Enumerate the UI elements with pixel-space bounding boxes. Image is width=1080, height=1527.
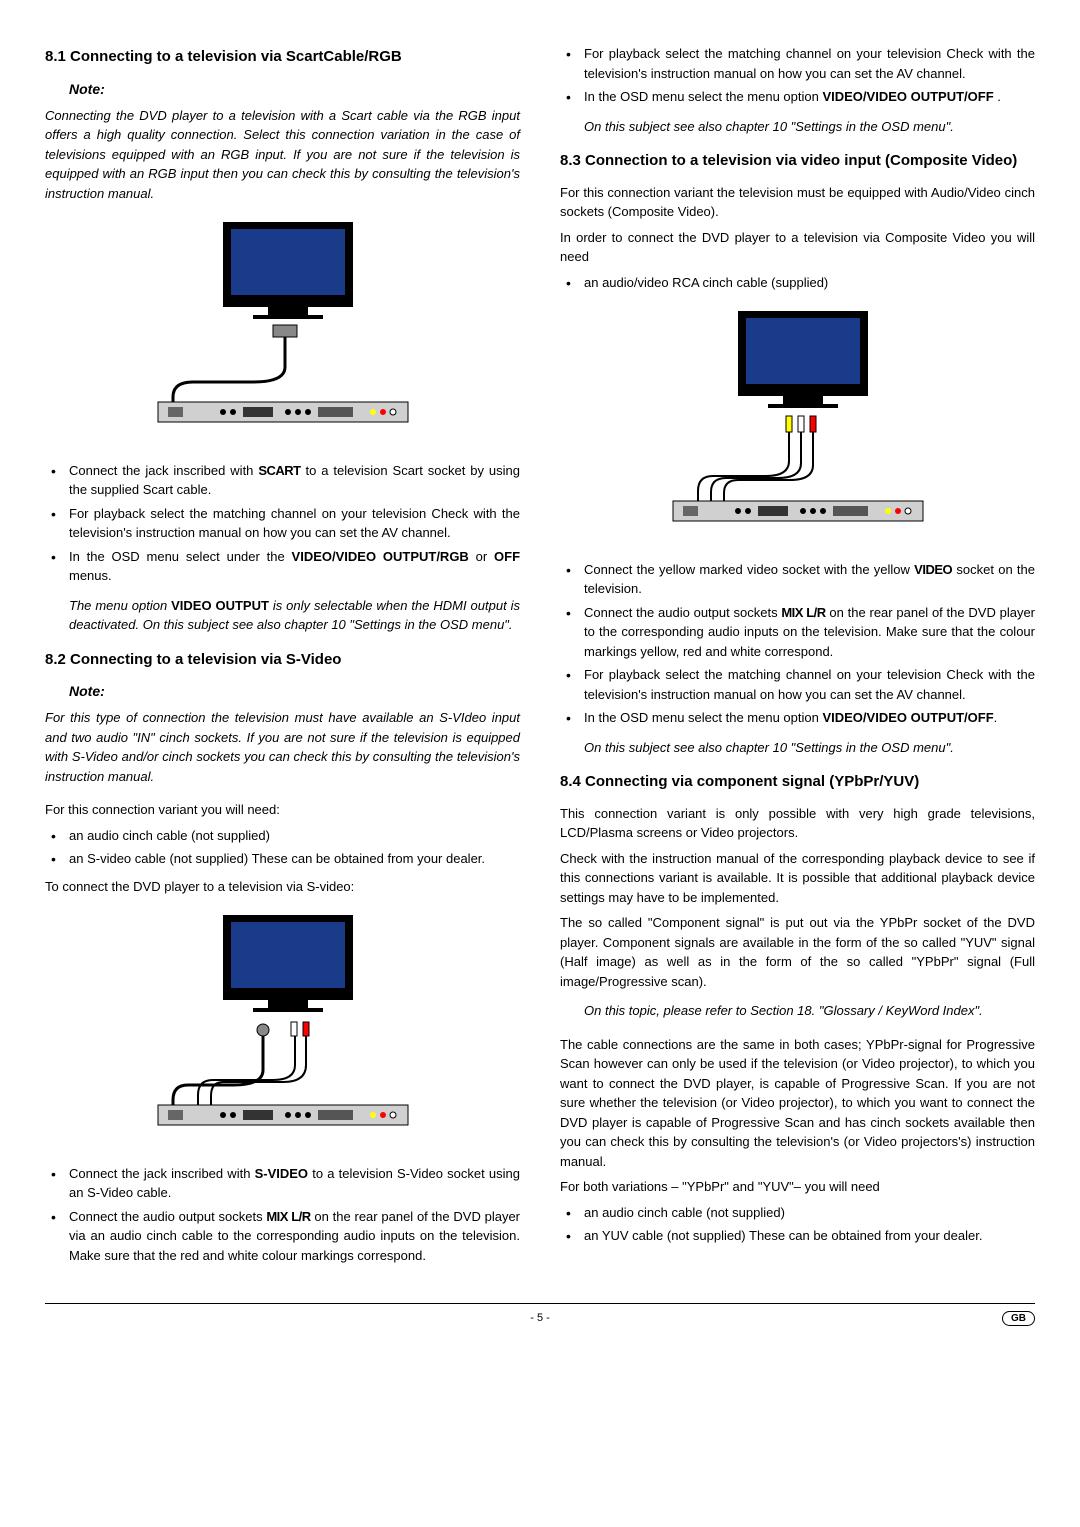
connect-intro-8-2: To connect the DVD player to a televisio… [45, 877, 520, 897]
list-item: For playback select the matching channel… [560, 44, 1035, 83]
list-item: In the OSD menu select the menu option V… [560, 87, 1035, 107]
para-8-4-3: The so called "Component signal" is put … [560, 913, 1035, 991]
list-item: Connect the yellow marked video socket w… [560, 560, 1035, 599]
gb-badge: GB [1002, 1311, 1035, 1326]
list-item: an audio/video RCA cinch cable (supplied… [560, 273, 1035, 293]
list-item: In the OSD menu select under the VIDEO/V… [45, 547, 520, 586]
heading-8-4: 8.4 Connecting via component signal (YPb… [560, 771, 1035, 794]
need-intro-8-2: For this connection variant you will nee… [45, 800, 520, 820]
note-video-output: The menu option VIDEO OUTPUT is only sel… [69, 596, 520, 635]
heading-8-1: 8.1 Connecting to a television via Scart… [45, 46, 520, 69]
list-item: Connect the audio output sockets MIX L/R… [45, 1207, 520, 1266]
note-text-8-2: For this type of connection the televisi… [45, 708, 520, 786]
note-text-8-1: Connecting the DVD player to a televisio… [45, 106, 520, 204]
note-8-3: On this subject see also chapter 10 "Set… [584, 738, 1035, 758]
list-item: Connect the jack inscribed with S-VIDEO … [45, 1164, 520, 1203]
page-number: - 5 - [530, 1310, 550, 1327]
diagram-composite [560, 306, 1035, 542]
note-top-right: On this subject see also chapter 10 "Set… [584, 117, 1035, 137]
para-8-3-2: In order to connect the DVD player to a … [560, 228, 1035, 267]
list-item: an audio cinch cable (not supplied) [45, 826, 520, 846]
need-list-8-2: an audio cinch cable (not supplied) an S… [45, 826, 520, 869]
heading-8-3: 8.3 Connection to a television via video… [560, 150, 1035, 173]
list-item: an YUV cable (not supplied) These can be… [560, 1226, 1035, 1246]
list-item: an audio cinch cable (not supplied) [560, 1203, 1035, 1223]
need-list-8-4: an audio cinch cable (not supplied) an Y… [560, 1203, 1035, 1246]
diagram-svideo [45, 910, 520, 1146]
heading-8-2: 8.2 Connecting to a television via S-Vid… [45, 649, 520, 672]
para-8-4-5: For both variations – "YPbPr" and "YUV"–… [560, 1177, 1035, 1197]
para-8-4-2: Check with the instruction manual of the… [560, 849, 1035, 908]
need-list-8-3: an audio/video RCA cinch cable (supplied… [560, 273, 1035, 293]
list-8-3: Connect the yellow marked video socket w… [560, 560, 1035, 728]
list-item: For playback select the matching channel… [45, 504, 520, 543]
note-8-4: On this topic, please refer to Section 1… [584, 1001, 1035, 1021]
left-column: 8.1 Connecting to a television via Scart… [45, 40, 520, 1273]
diagram-scart [45, 217, 520, 443]
list-top-right: For playback select the matching channel… [560, 44, 1035, 107]
note-label-8-1: Note: [69, 79, 520, 100]
page-footer: - 5 - GB [45, 1303, 1035, 1327]
list-item: In the OSD menu select the menu option V… [560, 708, 1035, 728]
para-8-4-1: This connection variant is only possible… [560, 804, 1035, 843]
list-8-1: Connect the jack inscribed with SCART to… [45, 461, 520, 586]
list-item: Connect the jack inscribed with SCART to… [45, 461, 520, 500]
list-item: an S-video cable (not supplied) These ca… [45, 849, 520, 869]
list-8-2: Connect the jack inscribed with S-VIDEO … [45, 1164, 520, 1266]
list-item: For playback select the matching channel… [560, 665, 1035, 704]
para-8-3-1: For this connection variant the televisi… [560, 183, 1035, 222]
right-column: For playback select the matching channel… [560, 40, 1035, 1273]
list-item: Connect the audio output sockets MIX L/R… [560, 603, 1035, 662]
note-label-8-2: Note: [69, 681, 520, 702]
para-8-4-4: The cable connections are the same in bo… [560, 1035, 1035, 1172]
